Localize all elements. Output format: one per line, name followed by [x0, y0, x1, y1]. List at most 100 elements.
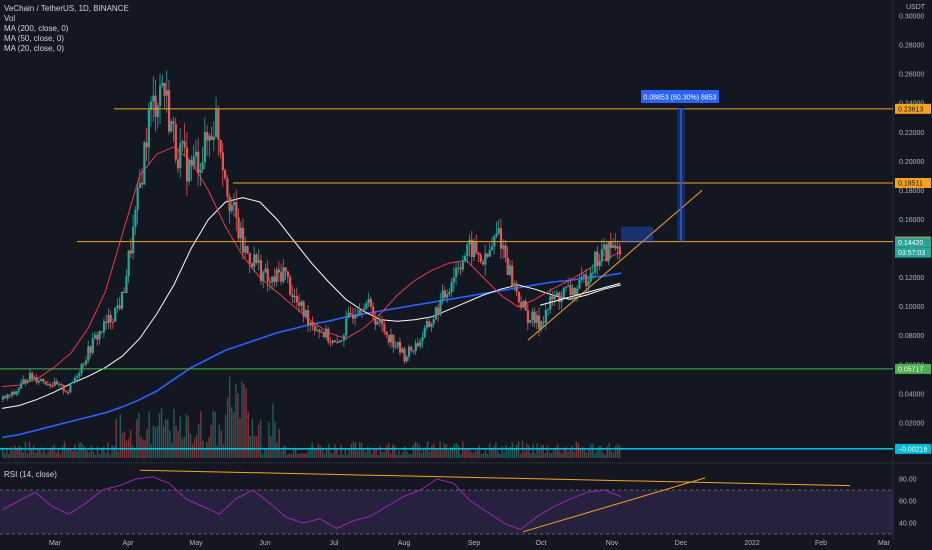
candle-body	[466, 244, 469, 257]
volume-bar	[406, 451, 408, 458]
candle-body	[91, 338, 94, 353]
volume-bar	[524, 451, 526, 458]
candle-body	[582, 274, 586, 277]
volume-bar	[559, 450, 561, 458]
candle-body	[347, 312, 350, 319]
candles	[2, 70, 621, 403]
volume-bar	[280, 450, 282, 458]
volume-bar	[70, 448, 72, 458]
candle-body	[82, 363, 85, 365]
candle-body	[64, 391, 67, 393]
price-tag	[895, 237, 931, 248]
candle-body	[76, 376, 79, 379]
measure-tool[interactable]: 0.08853 (60.30%) 8853	[621, 90, 719, 243]
rsi-descending-trendline	[139, 469, 851, 487]
price-tag	[895, 177, 931, 188]
volume-bar	[140, 436, 142, 458]
volume-bar	[113, 445, 115, 458]
volume-bar	[590, 443, 592, 458]
volume-bar	[80, 442, 82, 458]
candle-body	[84, 360, 88, 365]
candle-body	[273, 276, 276, 282]
volume-bar	[115, 418, 117, 458]
volume-bar	[68, 448, 70, 458]
volume-bar	[499, 454, 501, 458]
volume-bar	[608, 442, 611, 458]
horizontal-levels[interactable]	[0, 108, 893, 450]
candle-body	[403, 348, 406, 362]
volume-bar	[552, 448, 555, 458]
volume-bar	[486, 453, 489, 458]
price-tick-label: 0.26000	[899, 72, 924, 79]
date-label: Oct	[536, 540, 547, 547]
volume-bar	[4, 453, 6, 458]
volume-bar	[420, 453, 423, 458]
candle-body	[336, 342, 339, 344]
candle-body	[398, 341, 402, 353]
volume-bar	[101, 448, 103, 458]
candle-body	[233, 202, 236, 206]
volume-bar	[154, 427, 157, 458]
volume-bar	[278, 428, 280, 458]
candle-body	[531, 311, 534, 321]
candle-body	[286, 271, 290, 277]
rsi-tick-label: 80.00	[899, 477, 917, 484]
volume-bar	[501, 446, 503, 458]
candle-body	[4, 396, 7, 399]
volume-bar	[528, 445, 530, 458]
volume-bar	[268, 422, 270, 458]
volume-bar	[315, 448, 318, 458]
volume-bar	[563, 449, 565, 458]
volume-bar	[602, 452, 604, 458]
volume-bar	[24, 441, 27, 458]
volume-bar	[340, 444, 342, 458]
candle-body	[46, 384, 50, 386]
candle-body	[280, 272, 283, 282]
candle-body	[206, 132, 209, 141]
volume-bar	[422, 447, 425, 458]
symbol-title[interactable]: VeChain / TetherUS, 1D, BINANCE	[4, 4, 129, 13]
candle-body	[448, 291, 451, 295]
candle-body	[307, 310, 310, 326]
trend-lines[interactable]	[527, 190, 703, 341]
volume-bar	[162, 425, 165, 458]
candle-body	[313, 326, 316, 331]
candle-body	[495, 233, 498, 237]
ma50-legend[interactable]: MA (50, close, 0)	[4, 34, 65, 43]
candle-body	[327, 328, 330, 342]
candle-body	[535, 315, 538, 323]
candle-body	[369, 299, 373, 307]
candle-body	[450, 282, 453, 292]
volume-bar	[493, 446, 495, 458]
candle-body	[412, 350, 415, 352]
ma200-legend[interactable]: MA (200, close, 0)	[4, 24, 69, 33]
candle-body	[262, 272, 265, 282]
time-axis[interactable]: Mar Apr May Jun Jul Aug Sep Oct Nov Dec 2022 Feb Mar	[49, 540, 891, 547]
candle-body	[479, 254, 482, 262]
candle-body	[107, 315, 110, 324]
volume-bar	[286, 454, 289, 458]
price-tag	[895, 247, 931, 258]
candle-body	[446, 294, 449, 298]
candle-body	[591, 272, 595, 274]
candle-body	[392, 334, 395, 347]
candle-body	[51, 385, 54, 387]
candle-body	[96, 334, 99, 340]
volume-bar	[299, 453, 301, 458]
candle-body	[499, 228, 503, 249]
candle-body	[331, 340, 334, 343]
price-axis[interactable]: 0.300000.280000.260000.240000.220000.200…	[895, 14, 931, 528]
volume-bar	[243, 384, 245, 458]
rsi-legend[interactable]: RSI (14, close)	[4, 470, 57, 479]
candle-body	[506, 257, 509, 275]
volume-bar	[429, 451, 431, 458]
ma20-legend[interactable]: MA (20, close, 0)	[4, 44, 65, 53]
volume-bar	[614, 446, 617, 458]
volume-bar	[398, 450, 400, 458]
volume-bar	[610, 450, 613, 458]
volume-bar	[261, 453, 264, 458]
volume-bar	[416, 442, 419, 458]
volume-bar	[282, 446, 285, 458]
vol-legend[interactable]: Vol	[4, 14, 16, 23]
